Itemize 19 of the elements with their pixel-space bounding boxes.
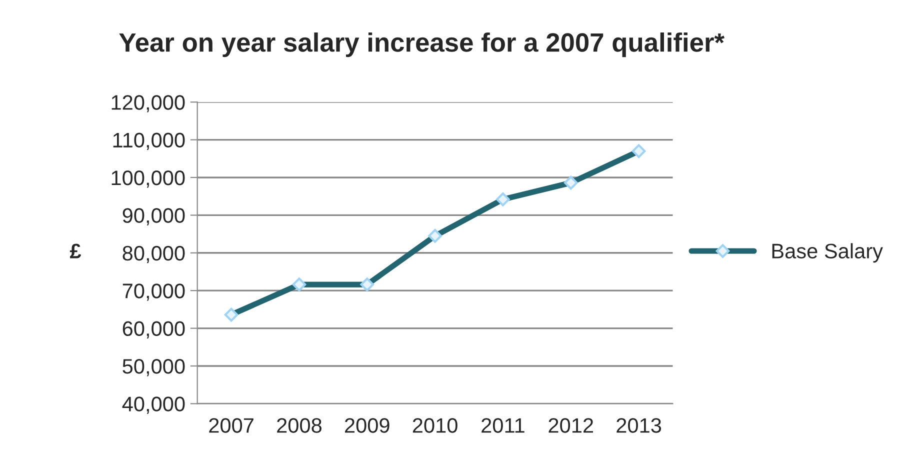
x-tick-label: 2013 xyxy=(616,418,662,433)
x-tick-label: 2011 xyxy=(482,418,524,433)
x-tick-label: 2009 xyxy=(345,418,390,433)
y-tick-label: 50,000 xyxy=(122,358,185,376)
legend-label: Base Salary xyxy=(772,243,883,263)
y-tick-label: 60,000 xyxy=(122,321,185,338)
x-tick-label: 2010 xyxy=(412,418,458,433)
x-tick-label: 2012 xyxy=(548,418,594,433)
y-tick-label: 80,000 xyxy=(122,246,185,264)
x-tick-label: 2008 xyxy=(277,418,322,433)
y-tick-label: 40,000 xyxy=(122,396,185,414)
y-tick-label: 70,000 xyxy=(122,284,185,301)
y-tick-label: 100,000 xyxy=(112,170,185,188)
chart-title: Year on year salary increase for a 2007 qualifier* xyxy=(119,32,724,58)
y-axis-title: £ xyxy=(70,244,82,258)
y-tick-label: 90,000 xyxy=(122,208,185,226)
x-tick-label: 2007 xyxy=(209,418,254,433)
y-tick-label: 120,000 xyxy=(112,95,185,112)
y-tick-label: 110,000 xyxy=(113,132,185,150)
